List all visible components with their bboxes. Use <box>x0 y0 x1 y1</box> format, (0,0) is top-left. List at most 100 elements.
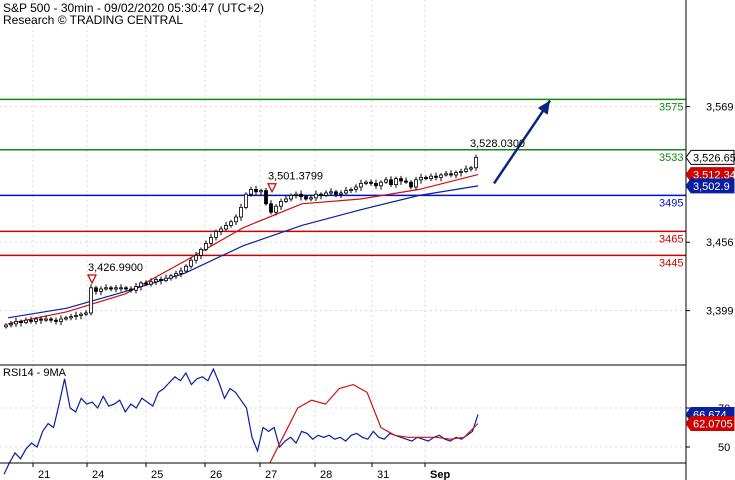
candle <box>34 317 38 325</box>
candle-body <box>274 205 278 213</box>
candle-body <box>354 186 358 190</box>
badge-shape <box>685 178 735 194</box>
candle-body <box>229 221 233 226</box>
annotation-label: 3,528.0300 <box>470 138 525 150</box>
candle-body <box>284 198 288 202</box>
triangle-marker <box>87 274 97 285</box>
candle <box>144 280 148 286</box>
candle <box>459 168 463 177</box>
x-tick-label: 26 <box>210 469 222 480</box>
candle <box>304 194 308 201</box>
candle <box>259 188 263 196</box>
candle <box>419 173 423 184</box>
candle <box>49 317 53 323</box>
candle <box>474 154 478 171</box>
candle-body <box>309 197 313 200</box>
candle <box>434 172 438 181</box>
candle-body <box>59 318 63 322</box>
candle-body <box>34 318 38 322</box>
candle-body <box>89 287 93 314</box>
badge-label: 62.0705 <box>693 418 733 430</box>
candle-body <box>349 188 353 191</box>
badge-label: 3,502.9 <box>693 181 730 193</box>
rsi-ma-line <box>269 383 479 463</box>
candle-body <box>109 287 113 290</box>
candle-body <box>379 181 383 187</box>
candle <box>449 170 453 178</box>
candle-body <box>304 196 308 200</box>
moving-averages <box>7 174 479 325</box>
candle <box>224 221 228 231</box>
candle <box>454 170 458 179</box>
level-label-3533: 3533 <box>659 152 683 164</box>
candle-body <box>179 270 183 274</box>
candle <box>409 180 413 190</box>
candle <box>74 311 78 320</box>
candle-body <box>169 275 173 279</box>
candle-body <box>429 175 433 179</box>
candle <box>349 187 353 193</box>
candle <box>184 264 188 273</box>
fast-ma-line <box>7 174 479 325</box>
candle <box>19 319 23 327</box>
candle-body <box>64 317 68 320</box>
candle-body <box>119 287 123 290</box>
candle <box>219 226 223 236</box>
badge-3,526.65: 3,526.65 <box>685 149 735 165</box>
y-tick-label: 3,399 <box>706 306 734 318</box>
candle <box>274 204 278 216</box>
candle-body <box>239 206 243 218</box>
badge-shape <box>685 415 735 431</box>
annotations: 3,528.0300 3,501.3799 3,426.9900 <box>87 99 552 285</box>
candle-body <box>134 286 138 291</box>
candle-body <box>334 191 338 195</box>
candle <box>99 286 103 296</box>
candle <box>439 173 443 182</box>
candle-body <box>29 319 33 322</box>
candle <box>214 229 218 241</box>
candle <box>4 323 8 329</box>
candle-body <box>209 236 213 244</box>
candle <box>364 180 368 186</box>
annotation-label: 3,501.3799 <box>268 171 323 183</box>
candle <box>384 177 388 184</box>
candle <box>309 195 313 202</box>
candle <box>359 179 363 191</box>
candle <box>414 177 418 191</box>
candle <box>154 277 158 285</box>
candle-body <box>469 167 473 170</box>
candle-body <box>434 175 438 178</box>
candle-body <box>54 319 58 322</box>
candle-body <box>299 193 303 197</box>
candle-body <box>264 190 268 205</box>
candle <box>14 317 18 327</box>
candle <box>374 179 378 189</box>
candle-body <box>44 318 48 321</box>
candle <box>239 203 243 221</box>
candle <box>169 273 173 281</box>
forecast-arrow-head <box>537 100 550 115</box>
candle <box>264 187 268 206</box>
candle <box>444 171 448 177</box>
candle-body <box>194 254 198 261</box>
candlesticks <box>4 154 478 329</box>
candle <box>429 173 433 181</box>
candle-body <box>24 319 28 324</box>
candle-body <box>199 248 203 256</box>
candle-body <box>314 193 318 199</box>
candle <box>344 187 348 195</box>
candle-body <box>184 265 188 272</box>
candle <box>379 180 383 190</box>
candle-body <box>294 193 298 196</box>
x-tick-label: 21 <box>38 469 50 480</box>
x-tick-label: Sep <box>430 469 450 480</box>
candle-body <box>49 318 53 321</box>
annotation-label: 3,426.9900 <box>88 262 143 274</box>
candle <box>254 185 258 195</box>
candle <box>189 257 193 269</box>
badge-62.0705: 62.0705 <box>685 415 735 431</box>
candle <box>139 281 143 291</box>
